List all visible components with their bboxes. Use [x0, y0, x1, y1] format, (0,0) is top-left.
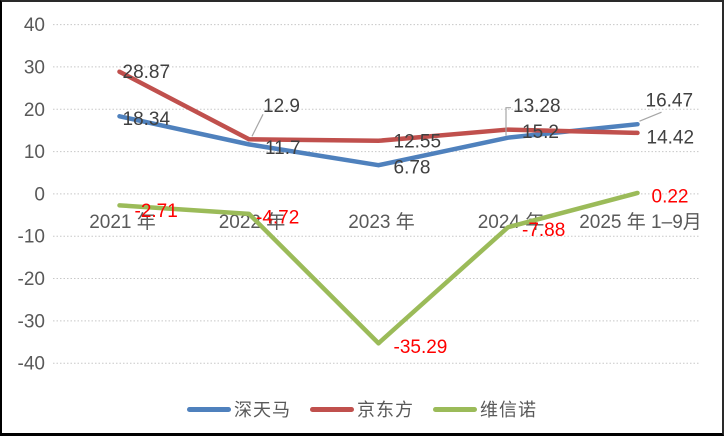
data-label: 11.7 [265, 138, 301, 159]
x-tick-label: 2024 年 [478, 211, 545, 233]
data-label: 14.42 [647, 127, 695, 148]
label-leader-line [251, 114, 264, 137]
x-tick-label: 2021 年 [89, 211, 156, 233]
data-label: 28.87 [123, 62, 171, 83]
y-tick-label: -40 [18, 354, 45, 375]
series-line-0 [117, 114, 640, 168]
legend-item-0: 深天马 [187, 396, 291, 422]
y-tick-label: -30 [18, 311, 45, 332]
series-line-1 [117, 69, 640, 144]
legend-swatch [310, 406, 354, 412]
legend-item-2: 维信诺 [433, 396, 537, 422]
legend-item-1: 京东方 [310, 396, 414, 422]
data-label: 0.22 [652, 186, 689, 207]
y-tick-label: 10 [24, 142, 45, 163]
data-label: 13.28 [513, 96, 561, 117]
y-tick-label: 30 [24, 57, 45, 78]
legend-label: 深天马 [234, 400, 291, 420]
data-label: 15.2 [522, 122, 559, 143]
chart-legend: 深天马 京东方 维信诺 [187, 396, 537, 422]
data-label: 12.55 [394, 131, 442, 152]
y-tick-label: -20 [18, 269, 45, 290]
legend-label: 京东方 [357, 400, 414, 420]
data-label: 12.9 [263, 96, 300, 117]
y-tick-label: 0 [34, 184, 45, 205]
legend-swatch [433, 406, 477, 412]
data-label: -35.29 [394, 337, 448, 358]
data-label: -7.88 [522, 220, 565, 241]
series-line-2 [117, 190, 640, 346]
x-tick-label: 2022 年 [219, 211, 286, 233]
data-label: -2.71 [135, 201, 178, 222]
y-tick-label: -10 [18, 227, 45, 248]
y-tick-label: 20 [24, 100, 45, 121]
label-leader-line [639, 111, 662, 122]
y-tick-label: 40 [24, 15, 45, 36]
legend-label: 维信诺 [480, 400, 537, 420]
x-tick-label: 2025 年 1–9月 [579, 211, 702, 233]
x-tick-label: 2023 年 [348, 211, 415, 233]
data-label: 16.47 [646, 91, 694, 112]
data-label: -4.72 [256, 207, 299, 228]
legend-swatch [187, 406, 231, 412]
label-leader-line [505, 107, 511, 136]
data-label: 18.34 [123, 109, 171, 130]
data-label: 6.78 [394, 158, 431, 179]
